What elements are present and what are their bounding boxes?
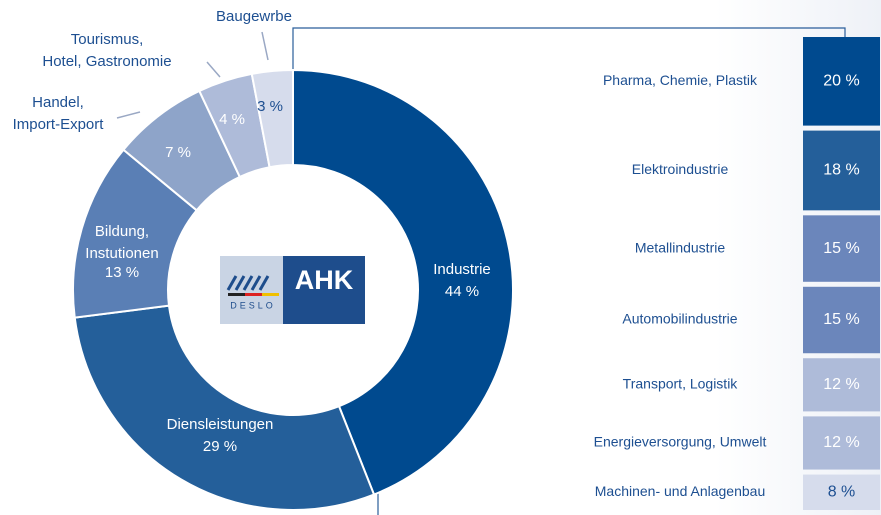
segment-value: 29 % bbox=[203, 438, 237, 455]
bar-value: 20 % bbox=[823, 73, 859, 90]
leader-line bbox=[116, 111, 141, 119]
segment-value: 4 % bbox=[219, 111, 245, 128]
connector-top bbox=[292, 27, 846, 70]
bar-value: 15 % bbox=[823, 240, 859, 257]
segment-label: Tourismus, Hotel, Gastronomie bbox=[42, 31, 171, 70]
bar-value: 18 % bbox=[823, 162, 859, 179]
segment-label: Handel, Import-Export bbox=[13, 94, 105, 133]
logo-subtext: DESLO bbox=[230, 300, 276, 310]
bar-value: 15 % bbox=[823, 311, 859, 328]
bar-value: 12 % bbox=[823, 376, 859, 393]
logo-stripe bbox=[228, 293, 245, 296]
breakdown-bar bbox=[803, 416, 880, 470]
logo-dark bbox=[283, 256, 365, 324]
bar-label: Transport, Logistik bbox=[623, 376, 739, 392]
bar-label: Pharma, Chemie, Plastik bbox=[603, 72, 758, 88]
donut-segment bbox=[250, 68, 294, 169]
breakdown-bar bbox=[803, 286, 880, 354]
logo-mark bbox=[226, 275, 270, 291]
breakdown-bar bbox=[803, 358, 880, 412]
donut-segment bbox=[73, 304, 376, 511]
bar-label: Metallindustrie bbox=[635, 239, 725, 255]
segment-value: 44 % bbox=[445, 283, 479, 300]
logo-text: AHK bbox=[295, 265, 354, 295]
logo: DESLO AHK bbox=[220, 256, 365, 324]
bar-label: Automobilindustrie bbox=[622, 311, 737, 327]
segment-label: Diensleistungen bbox=[167, 416, 274, 433]
segment-value: 13 % bbox=[105, 264, 139, 281]
breakdown-bar bbox=[803, 130, 880, 211]
segment-label: Industrie bbox=[433, 261, 491, 278]
breakdown-bar bbox=[803, 474, 880, 510]
breakdown-bar bbox=[803, 215, 880, 282]
leader-line bbox=[206, 61, 221, 78]
bar-value: 8 % bbox=[828, 483, 856, 500]
segment-value: 7 % bbox=[165, 144, 191, 161]
segment-label: Baugewrbe bbox=[216, 8, 292, 25]
segment-label: Bildung, Instutionen bbox=[85, 223, 158, 262]
bar-label: Machinen- und Anlagenbau bbox=[595, 483, 765, 499]
donut-segment bbox=[292, 68, 514, 496]
bar-label: Energieversorgung, Umwelt bbox=[594, 434, 767, 450]
leader-line bbox=[261, 31, 269, 61]
logo-stripe bbox=[245, 293, 262, 296]
bar-value: 12 % bbox=[823, 434, 859, 451]
breakdown-bar bbox=[803, 37, 880, 126]
logo-stripe bbox=[262, 293, 279, 296]
bar-label: Elektroindustrie bbox=[632, 161, 729, 177]
segment-value: 3 % bbox=[257, 98, 283, 115]
